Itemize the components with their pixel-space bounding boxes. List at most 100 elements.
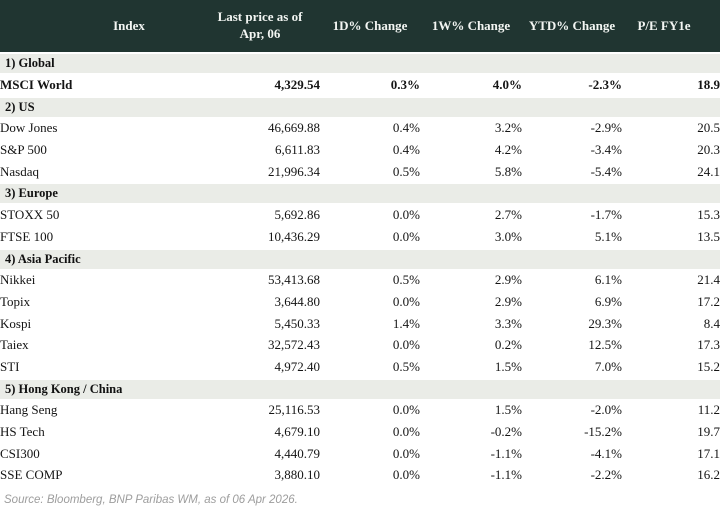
1d-change-cell: 0.0%: [320, 442, 420, 465]
table-row: Nasdaq 21,996.34 0.5% 5.8% -5.4% 24.1: [0, 160, 720, 183]
table-row: Kospi 5,450.33 1.4% 3.3% 29.3% 8.4: [0, 312, 720, 335]
last-price-cell: 5,692.86: [200, 204, 320, 226]
index-name-cell: Hang Seng: [0, 399, 200, 422]
pe-cell: 11.2: [622, 399, 720, 422]
section-row: 2) US: [0, 95, 720, 118]
last-price-cell: 4,972.40: [200, 355, 320, 378]
1w-change-cell: 3.2%: [420, 117, 522, 140]
col-header-1d-change: 1D% Change: [320, 0, 420, 52]
index-name-cell: MSCI World: [0, 74, 200, 96]
section-label: 1) Global: [0, 52, 720, 74]
pe-cell: 21.4: [622, 269, 720, 292]
1d-change-cell: 0.5%: [320, 269, 420, 292]
source-note: Source: Bloomberg, BNP Paribas WM, as of…: [4, 493, 298, 506]
1d-change-cell: 0.0%: [320, 399, 420, 422]
table-row: Topix 3,644.80 0.0% 2.9% 6.9% 17.2: [0, 291, 720, 313]
last-price-cell: 32,572.43: [200, 334, 320, 356]
ytd-change-cell: -2.0%: [522, 399, 622, 422]
1w-change-cell: 1.5%: [420, 355, 522, 378]
1d-change-cell: 1.4%: [320, 312, 420, 335]
1d-change-cell: 0.3%: [320, 74, 420, 96]
market-index-table: Index Last price as of Apr, 06 1D% Chang…: [0, 0, 720, 486]
table-row: Nikkei 53,413.68 0.5% 2.9% 6.1% 21.4: [0, 269, 720, 292]
section-row: 4) Asia Pacific: [0, 247, 720, 270]
table-row: S&P 500 6,611.83 0.4% 4.2% -3.4% 20.3: [0, 139, 720, 161]
col-header-pe: P/E FY1e: [622, 0, 720, 52]
1w-change-cell: 3.0%: [420, 225, 522, 248]
table-row: Hang Seng 25,116.53 0.0% 1.5% -2.0% 11.2: [0, 399, 720, 422]
section-row: 5) Hong Kong / China: [0, 377, 720, 400]
section-row: 3) Europe: [0, 182, 720, 205]
col-header-ytd-change: YTD% Change: [522, 0, 622, 52]
section-label: 5) Hong Kong / China: [0, 377, 720, 400]
col-header-last-price: Last price as of Apr, 06: [200, 0, 320, 52]
1d-change-cell: 0.0%: [320, 421, 420, 443]
1w-change-cell: 5.8%: [420, 160, 522, 183]
table-row: STOXX 50 5,692.86 0.0% 2.7% -1.7% 15.3: [0, 204, 720, 226]
pe-cell: 17.3: [622, 334, 720, 356]
table-header: Index Last price as of Apr, 06 1D% Chang…: [0, 0, 720, 52]
section-row: 1) Global: [0, 52, 720, 74]
1w-change-cell: 4.0%: [420, 74, 522, 96]
1w-change-cell: 0.2%: [420, 334, 522, 356]
last-price-cell: 4,329.54: [200, 74, 320, 96]
pe-cell: 16.2: [622, 464, 720, 486]
1w-change-cell: -1.1%: [420, 442, 522, 465]
1d-change-cell: 0.5%: [320, 160, 420, 183]
1w-change-cell: 2.7%: [420, 204, 522, 226]
index-name-cell: HS Tech: [0, 421, 200, 443]
1d-change-cell: 0.0%: [320, 204, 420, 226]
1d-change-cell: 0.5%: [320, 355, 420, 378]
ytd-change-cell: -5.4%: [522, 160, 622, 183]
table-row: Taiex 32,572.43 0.0% 0.2% 12.5% 17.3: [0, 334, 720, 356]
table-row: Dow Jones 46,669.88 0.4% 3.2% -2.9% 20.5: [0, 117, 720, 140]
1d-change-cell: 0.4%: [320, 139, 420, 161]
last-price-cell: 21,996.34: [200, 160, 320, 183]
table-row: FTSE 100 10,436.29 0.0% 3.0% 5.1% 13.5: [0, 225, 720, 248]
index-name-cell: Taiex: [0, 334, 200, 356]
pe-cell: 13.5: [622, 225, 720, 248]
section-label: 2) US: [0, 95, 720, 118]
last-price-cell: 3,644.80: [200, 291, 320, 313]
index-name-cell: Nikkei: [0, 269, 200, 292]
ytd-change-cell: -4.1%: [522, 442, 622, 465]
1w-change-cell: -1.1%: [420, 464, 522, 486]
ytd-change-cell: -2.9%: [522, 117, 622, 140]
col-header-1w-change: 1W% Change: [420, 0, 522, 52]
last-price-cell: 10,436.29: [200, 225, 320, 248]
pe-cell: 15.3: [622, 204, 720, 226]
index-name-cell: STOXX 50: [0, 204, 200, 226]
1w-change-cell: 2.9%: [420, 291, 522, 313]
last-price-cell: 4,679.10: [200, 421, 320, 443]
pe-cell: 18.9: [622, 74, 720, 96]
1d-change-cell: 0.0%: [320, 464, 420, 486]
1w-change-cell: -0.2%: [420, 421, 522, 443]
1d-change-cell: 0.0%: [320, 334, 420, 356]
ytd-change-cell: 5.1%: [522, 225, 622, 248]
pe-cell: 17.1: [622, 442, 720, 465]
ytd-change-cell: 7.0%: [522, 355, 622, 378]
1w-change-cell: 1.5%: [420, 399, 522, 422]
1w-change-cell: 3.3%: [420, 312, 522, 335]
last-price-cell: 25,116.53: [200, 399, 320, 422]
last-price-cell: 53,413.68: [200, 269, 320, 292]
index-name-cell: Nasdaq: [0, 160, 200, 183]
index-name-cell: Topix: [0, 291, 200, 313]
section-label: 4) Asia Pacific: [0, 247, 720, 270]
pe-cell: 17.2: [622, 291, 720, 313]
1w-change-cell: 2.9%: [420, 269, 522, 292]
index-name-cell: FTSE 100: [0, 225, 200, 248]
index-name-cell: STI: [0, 355, 200, 378]
index-name-cell: CSI300: [0, 442, 200, 465]
index-name-cell: S&P 500: [0, 139, 200, 161]
col-header-index: Index: [0, 0, 200, 52]
ytd-change-cell: -15.2%: [522, 421, 622, 443]
index-name-cell: Dow Jones: [0, 117, 200, 140]
index-name-cell: SSE COMP: [0, 464, 200, 486]
pe-cell: 20.5: [622, 117, 720, 140]
pe-cell: 8.4: [622, 312, 720, 335]
section-label: 3) Europe: [0, 182, 720, 205]
ytd-change-cell: -2.2%: [522, 464, 622, 486]
1d-change-cell: 0.0%: [320, 291, 420, 313]
last-price-cell: 6,611.83: [200, 139, 320, 161]
